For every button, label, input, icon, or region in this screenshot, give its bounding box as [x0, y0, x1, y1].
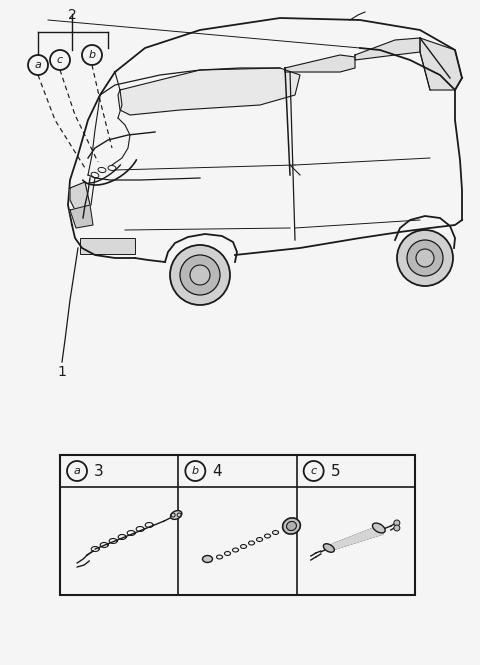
Text: b: b	[88, 50, 96, 60]
Ellipse shape	[287, 521, 297, 531]
Circle shape	[394, 520, 400, 526]
Circle shape	[82, 45, 102, 65]
Polygon shape	[285, 55, 355, 72]
Polygon shape	[420, 38, 462, 90]
Polygon shape	[70, 205, 93, 228]
Polygon shape	[355, 38, 420, 60]
Circle shape	[190, 265, 210, 285]
Text: 5: 5	[331, 464, 340, 479]
Text: 4: 4	[212, 464, 222, 479]
Ellipse shape	[324, 544, 334, 552]
Circle shape	[407, 240, 443, 276]
Text: a: a	[35, 60, 41, 70]
Text: c: c	[311, 466, 317, 476]
Circle shape	[50, 50, 70, 70]
Polygon shape	[118, 68, 300, 115]
Ellipse shape	[170, 511, 182, 519]
Circle shape	[394, 525, 400, 531]
Ellipse shape	[203, 555, 213, 563]
Circle shape	[28, 55, 48, 75]
Circle shape	[185, 461, 205, 481]
Polygon shape	[329, 526, 383, 551]
Ellipse shape	[372, 523, 385, 533]
Circle shape	[67, 461, 87, 481]
Text: c: c	[57, 55, 63, 65]
Bar	[60, 455, 415, 595]
Circle shape	[397, 230, 453, 286]
Bar	[80, 238, 135, 254]
Text: b: b	[192, 466, 199, 476]
Text: 1: 1	[58, 365, 66, 379]
Circle shape	[180, 255, 220, 295]
Circle shape	[304, 461, 324, 481]
Text: 3: 3	[94, 464, 104, 479]
Text: a: a	[73, 466, 81, 476]
Text: 2: 2	[68, 8, 76, 22]
Circle shape	[416, 249, 434, 267]
Ellipse shape	[283, 518, 300, 534]
Circle shape	[170, 245, 230, 305]
Polygon shape	[70, 182, 90, 210]
